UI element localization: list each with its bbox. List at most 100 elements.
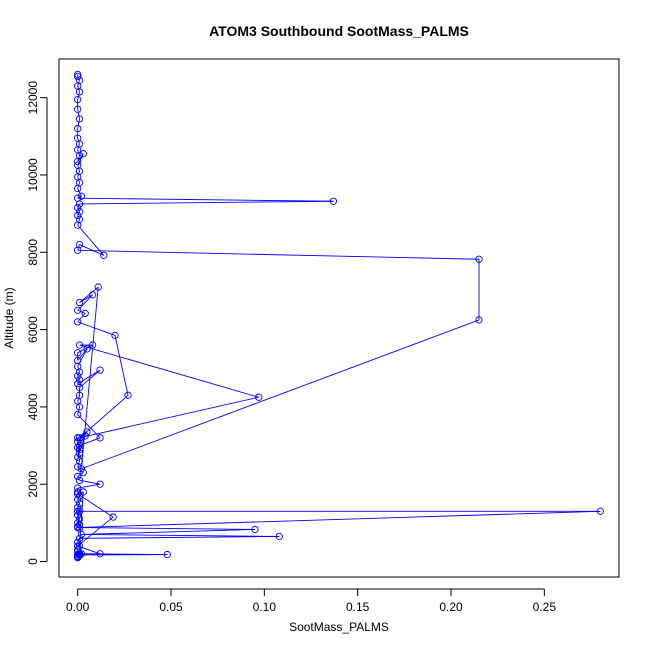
data-point <box>329 197 338 205</box>
series-segment <box>79 396 259 439</box>
data-point <box>74 490 82 498</box>
series-segment <box>77 109 80 120</box>
data-point <box>74 472 82 481</box>
series-segment <box>77 118 80 129</box>
series-segment <box>77 321 116 336</box>
series-segment <box>81 529 256 535</box>
data-point <box>74 410 82 419</box>
data-point <box>77 530 86 539</box>
data-point <box>74 488 82 496</box>
data-point <box>75 534 84 542</box>
series-segment <box>81 319 480 470</box>
data-point <box>75 368 84 376</box>
series-segment <box>79 535 280 539</box>
data-point <box>75 476 84 485</box>
y-tick-label: 8000 <box>26 239 40 266</box>
series-segment <box>77 406 80 415</box>
data-point <box>100 251 108 260</box>
data-point <box>88 291 97 299</box>
data-point <box>74 72 82 81</box>
data-point <box>74 484 82 492</box>
data-point <box>74 438 82 446</box>
data-point <box>75 341 84 349</box>
data-point <box>74 503 82 512</box>
x-axis-label: SootMass_PALMS <box>289 620 389 634</box>
series-segment <box>79 394 129 439</box>
data-point <box>74 184 82 193</box>
data-point <box>75 376 84 384</box>
data-point <box>74 380 82 388</box>
data-point <box>79 150 87 158</box>
series-segment <box>77 510 601 528</box>
series-segment <box>77 493 114 518</box>
y-tick-label: 10000 <box>26 158 40 192</box>
data-point <box>74 124 82 133</box>
data-point <box>75 492 84 500</box>
x-tick-label: 0.10 <box>253 600 277 614</box>
data-point <box>75 88 84 96</box>
data-point <box>79 468 87 477</box>
data-point <box>81 432 89 440</box>
x-tick-label: 0.15 <box>346 600 370 614</box>
data-point <box>96 480 104 488</box>
data-point <box>94 283 102 291</box>
x-tick-label: 0.20 <box>439 600 463 614</box>
y-axis: 0 2000 4000 6000 8000 10000 12000 <box>26 81 48 565</box>
data-point <box>88 341 97 349</box>
data-point <box>275 532 283 541</box>
data-point <box>163 550 171 559</box>
series-segment <box>79 294 93 303</box>
data-point <box>75 208 84 216</box>
data-point <box>83 345 91 353</box>
series-segment <box>77 414 101 439</box>
y-tick-label: 12000 <box>26 81 40 115</box>
series-segment <box>77 188 82 197</box>
data-point <box>75 515 84 523</box>
data-point <box>81 309 89 318</box>
chart-title: ATOM3 Southbound SootMass_PALMS <box>209 23 469 39</box>
data-point <box>74 105 82 113</box>
data-point <box>83 428 91 436</box>
data-point <box>74 246 82 255</box>
series-segment <box>79 344 259 398</box>
series-segment <box>77 224 105 256</box>
data-point <box>74 356 82 365</box>
data-point <box>96 366 104 374</box>
y-axis-label: Altitude (m) <box>2 287 16 348</box>
data-point <box>74 221 82 229</box>
data-point <box>74 443 82 452</box>
series-segment <box>79 286 99 303</box>
data-point <box>74 211 82 220</box>
data-point <box>74 507 82 515</box>
data-point <box>124 391 132 399</box>
series-segment <box>81 534 280 537</box>
data-point <box>74 434 82 442</box>
data-point <box>77 192 86 200</box>
series-segment <box>77 197 334 202</box>
series-segment <box>77 249 480 260</box>
data-point <box>255 393 263 401</box>
data-point <box>96 434 104 442</box>
series-segment <box>77 309 86 314</box>
plot-frame <box>58 58 620 578</box>
data-point <box>74 496 82 504</box>
data-point <box>596 507 604 515</box>
series-layer <box>74 70 604 562</box>
series-segment <box>79 437 101 446</box>
data-point <box>251 525 259 534</box>
data-point <box>77 465 86 473</box>
data-point <box>74 463 82 471</box>
data-point <box>74 554 82 562</box>
data-point <box>75 499 84 508</box>
data-point <box>75 298 84 307</box>
series-segment <box>77 313 86 323</box>
series-segment <box>77 91 80 100</box>
data-point <box>74 95 82 104</box>
data-point <box>75 200 84 208</box>
series-segment <box>77 527 256 530</box>
data-point <box>75 507 84 515</box>
data-point <box>74 523 82 532</box>
series-segment <box>77 369 101 385</box>
data-point <box>74 372 82 380</box>
y-tick-label: 6000 <box>26 316 40 343</box>
